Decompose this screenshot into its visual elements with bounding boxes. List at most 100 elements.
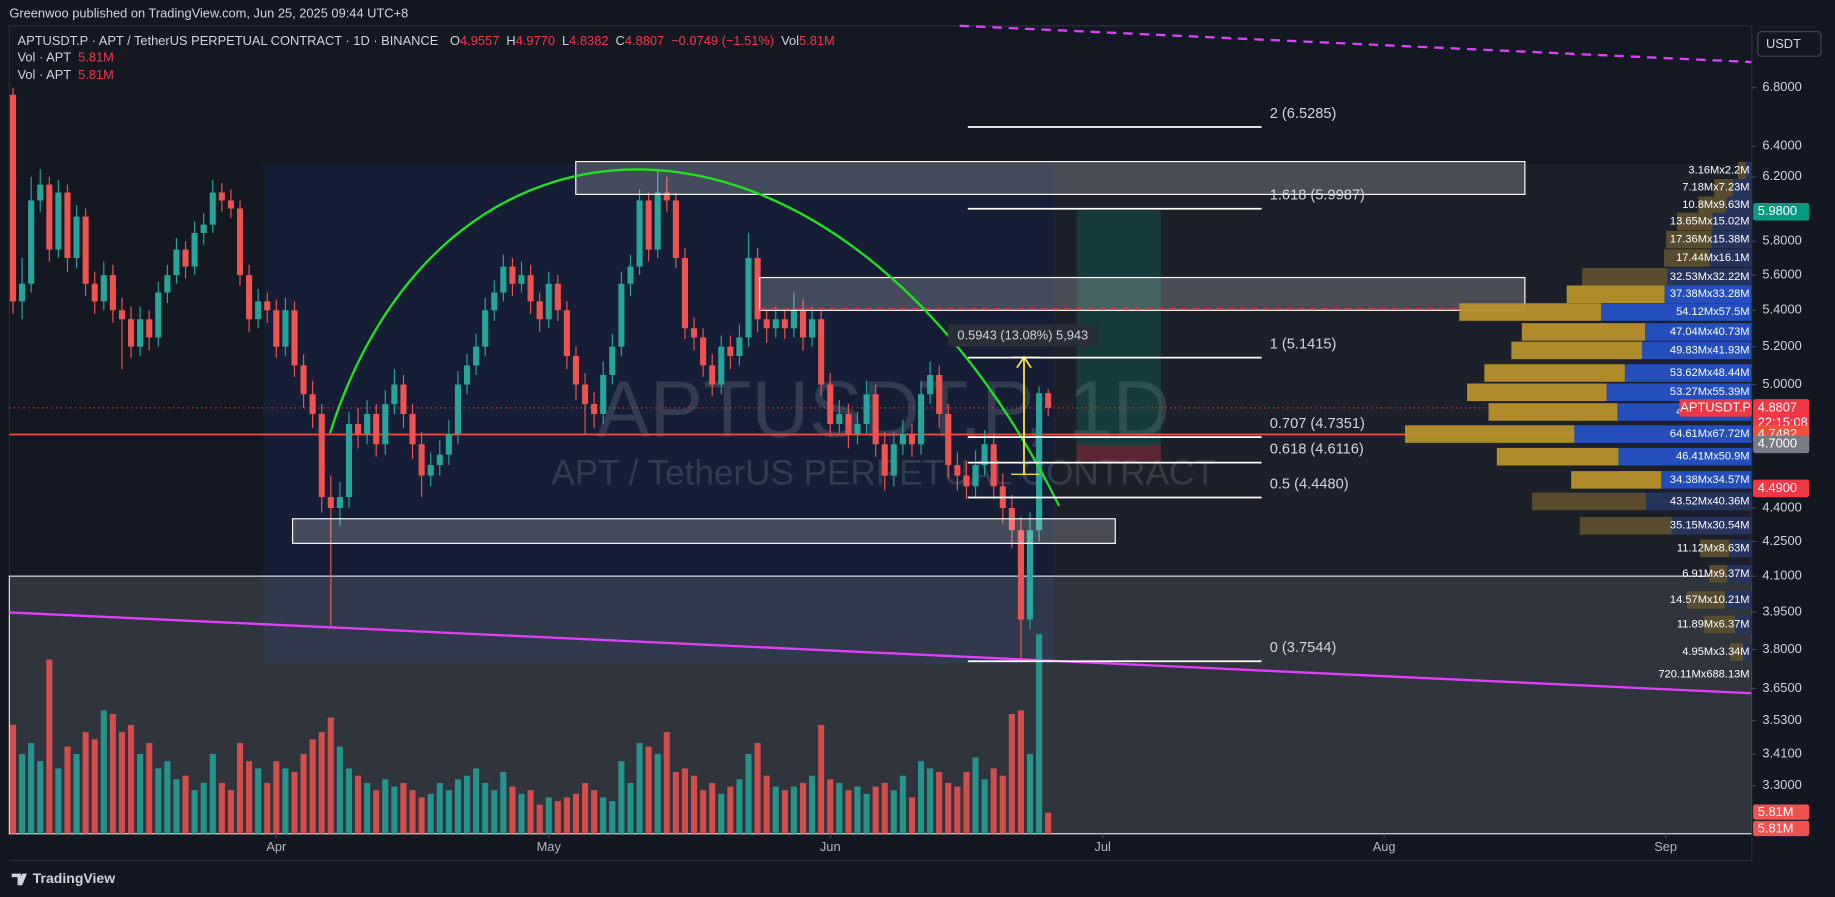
- candle-body: [781, 319, 788, 329]
- profile-bar-2: [1726, 196, 1752, 215]
- candle-body: [518, 275, 525, 284]
- profile-bar-1: [1709, 565, 1728, 583]
- candle-body: [1026, 530, 1034, 620]
- candle-body: [627, 266, 634, 284]
- price-label-box: [1753, 435, 1810, 454]
- volume-bar: [790, 786, 797, 834]
- candle-body: [164, 275, 171, 293]
- volume-bar: [246, 761, 253, 834]
- y-tick-label: 3.8000: [1762, 641, 1801, 656]
- candle-body: [409, 413, 416, 445]
- profile-bar-1: [1737, 161, 1747, 180]
- candle-body: [845, 413, 852, 435]
- measure-label: 0.5943 (13.08%) 5,943: [957, 327, 1088, 342]
- volume-bar: [572, 793, 580, 834]
- candle-body: [500, 266, 507, 293]
- candle-body: [218, 192, 225, 201]
- profile-bar-1: [1532, 492, 1647, 511]
- volume-bar: [536, 804, 543, 834]
- profile-label: 14.57Mx10.21M: [1670, 594, 1750, 606]
- candle-body: [790, 310, 797, 329]
- volume-label-box: [1753, 804, 1810, 820]
- drawings: [9, 407, 1752, 834]
- fib-label: 0.5 (4.4480): [1270, 476, 1349, 492]
- volume-bar: [9, 724, 17, 834]
- volume-bar: [863, 793, 870, 834]
- profile-bar-2: [1725, 591, 1752, 609]
- y-tick-label: 5.0000: [1762, 376, 1801, 391]
- volume-legend-value: 5.81M: [78, 68, 114, 83]
- candle-body: [863, 394, 870, 424]
- profile-bar-2: [1601, 303, 1752, 321]
- volume-bar: [55, 768, 62, 834]
- candle-body: [672, 200, 679, 259]
- volume-bar: [981, 779, 988, 834]
- zone-box: [291, 518, 1116, 544]
- volume-bar: [945, 782, 952, 834]
- volume-bar: [273, 761, 280, 834]
- legend-change: −0.0749 (−1.51%): [671, 34, 774, 49]
- symbol-tag: APTUSDT.P: [1680, 399, 1751, 414]
- x-tick-label: Apr: [266, 839, 287, 854]
- candle-body: [55, 192, 62, 250]
- volume-bar: [745, 753, 752, 834]
- support-zone: [8, 575, 1753, 835]
- symbol-tag-box: [1679, 399, 1752, 417]
- candle-body: [373, 413, 380, 445]
- candle-body: [155, 292, 162, 338]
- candle-body: [28, 200, 35, 284]
- profile-bar-2: [1664, 285, 1752, 304]
- candle-body: [899, 434, 906, 445]
- profile-label: 4.95Mx3.34M: [1682, 646, 1749, 658]
- candle-body: [64, 192, 71, 259]
- volume-bar: [554, 801, 561, 834]
- volume-bar: [218, 782, 225, 834]
- candle-body: [936, 374, 943, 414]
- volume-legend-name: Vol · APT: [18, 50, 72, 65]
- price-label-box: [1753, 479, 1810, 498]
- volume-bar: [582, 782, 589, 834]
- y-tick-label: 5.8000: [1762, 233, 1801, 248]
- candle-body: [727, 346, 734, 357]
- footer: TradingView: [11, 870, 115, 886]
- y-tick-label: 3.9500: [1762, 604, 1801, 619]
- volume-bar: [845, 790, 852, 834]
- x-tick-label: May: [537, 839, 562, 854]
- legend-key: C: [616, 34, 625, 49]
- candle-body: [191, 232, 198, 267]
- volume-bar: [854, 786, 861, 834]
- measure-tool: 0.5943 (13.08%) 5,943: [947, 324, 1098, 475]
- volume-bar: [137, 753, 144, 834]
- legend: APTUSDT.P · APT / TetherUS PERPETUAL CON…: [18, 34, 835, 49]
- candle-body: [109, 275, 116, 311]
- x-tick-label: Aug: [1373, 839, 1396, 854]
- volume-bar: [118, 732, 126, 834]
- volume-bar: [264, 782, 271, 834]
- profile-bar-2: [1606, 383, 1752, 402]
- profile-total: 720.11Mx688.13M: [1658, 668, 1749, 680]
- volume-bar: [700, 790, 707, 834]
- candle-body: [491, 292, 498, 311]
- volume-bar: [1026, 753, 1034, 834]
- volume-bar: [291, 772, 298, 834]
- candle-body: [572, 356, 580, 385]
- candle-body: [9, 94, 17, 302]
- long-stop: [1076, 444, 1161, 463]
- volume-bar: [836, 782, 843, 834]
- y-tick-label: 3.5300: [1762, 712, 1801, 727]
- profile-bar-2: [1574, 425, 1752, 443]
- candle-body: [954, 465, 961, 476]
- volume-bar: [908, 797, 916, 834]
- candle-body: [173, 249, 180, 276]
- axes: 6.8000 6.4000 6.2000 5.8000 5.6000 5.4000 5.20…: [266, 79, 1801, 854]
- profile-label: 32.53Mx32.22M: [1670, 271, 1750, 283]
- volume-bar: [1017, 710, 1024, 834]
- candle-body: [445, 434, 452, 455]
- footer-brand: TradingView: [33, 870, 115, 886]
- volume-bar: [345, 768, 353, 834]
- candle-body: [127, 319, 135, 347]
- volume-bar: [64, 746, 71, 834]
- candle-body: [100, 275, 107, 302]
- candle-body: [246, 275, 253, 320]
- candle-body: [981, 444, 988, 466]
